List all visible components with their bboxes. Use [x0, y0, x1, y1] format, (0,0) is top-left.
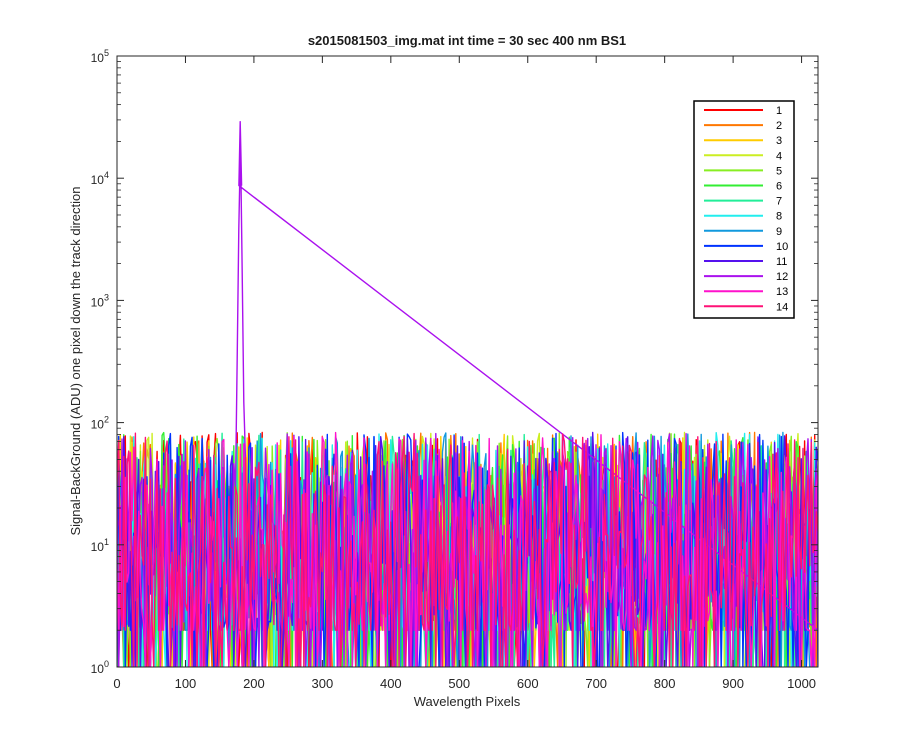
x-tick-label: 1000 [787, 676, 816, 691]
x-axis: 0 100 200 300 400 500 600 700 800 900 1000 [113, 56, 816, 691]
x-tick-label: 100 [175, 676, 197, 691]
series-line-14 [117, 432, 818, 667]
y-tick-label: 102 [91, 415, 109, 432]
legend-label-4: 4 [776, 150, 782, 162]
legend-label-12: 12 [776, 271, 788, 283]
legend-label-1: 1 [776, 105, 782, 117]
x-axis-label: Wavelength Pixels [414, 694, 521, 709]
legend-label-10: 10 [776, 241, 788, 253]
y-tick-label: 105 [91, 48, 109, 65]
x-tick-label: 200 [243, 676, 265, 691]
y-tick-label: 103 [91, 292, 109, 309]
x-tick-label: 700 [585, 676, 607, 691]
x-tick-label: 600 [517, 676, 539, 691]
plot-frame [116, 55, 819, 668]
legend-label-7: 7 [776, 196, 782, 208]
legend-label-11: 11 [776, 256, 787, 268]
y-tick-label: 101 [91, 537, 109, 554]
x-tick-label: 900 [722, 676, 744, 691]
legend-label-3: 3 [776, 135, 782, 147]
y-axis-label: Signal-BackGround (ADU) one pixel down t… [68, 186, 83, 535]
chart-title: s2015081503_img.mat int time = 30 sec 40… [308, 33, 626, 48]
legend-box [693, 100, 795, 319]
legend-label-13: 13 [776, 286, 788, 298]
x-tick-label: 0 [113, 676, 120, 691]
legend-label-6: 6 [776, 181, 782, 193]
series-line-10 [117, 431, 818, 667]
legend-label-9: 9 [776, 226, 782, 238]
series-layer [117, 120, 818, 667]
y-tick-label: 100 [91, 659, 109, 676]
legend-label-8: 8 [776, 211, 782, 223]
x-tick-label: 500 [448, 676, 470, 691]
legend-label-14: 14 [776, 301, 788, 313]
x-tick-label: 800 [654, 676, 676, 691]
legend-label-2: 2 [776, 120, 782, 132]
y-tick-label: 104 [91, 170, 109, 187]
legend-label-5: 5 [776, 165, 782, 177]
x-tick-label: 300 [312, 676, 334, 691]
x-tick-label: 400 [380, 676, 402, 691]
